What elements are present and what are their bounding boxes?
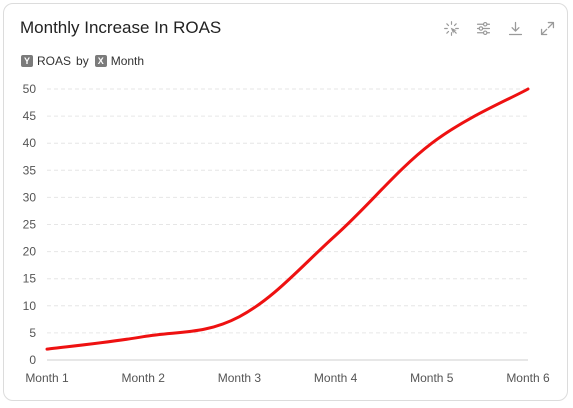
chart-toolbar [441,18,557,38]
field-legend: Y ROAS by X Month [21,54,144,68]
y-tick-label: 0 [29,353,36,367]
select-icon[interactable] [441,18,461,38]
y-tick-label: 25 [23,218,37,232]
y-field-label: ROAS [37,54,72,68]
y-tick-label: 50 [23,82,37,96]
y-tick-label: 5 [29,326,36,340]
x-axis-badge: X [94,55,107,67]
x-tick-label: Month 1 [25,371,69,385]
filter-settings-icon[interactable] [473,18,493,38]
y-tick-label: 10 [23,299,37,313]
by-label: by [76,54,89,68]
chart-title: Monthly Increase In ROAS [20,18,222,37]
x-field-label: Month [110,54,145,68]
y-tick-label: 35 [23,163,37,177]
x-tick-label: Month 2 [122,371,166,385]
y-axis-badge: Y [21,55,33,67]
x-tick-label: Month 6 [506,371,550,385]
y-tick-label: 30 [23,190,37,204]
series-line [45,87,530,351]
chart-card: Monthly Increase In ROAS [3,3,568,401]
x-tick-label: Month 4 [314,371,358,385]
expand-icon[interactable] [537,18,557,38]
y-tick-label: 45 [23,109,37,123]
y-tick-label: 40 [23,136,37,150]
x-tick-label: Month 3 [218,371,262,385]
y-tick-label: 15 [23,272,37,286]
x-tick-label: Month 5 [410,371,454,385]
y-tick-label: 20 [23,245,37,259]
download-icon[interactable] [505,18,525,38]
